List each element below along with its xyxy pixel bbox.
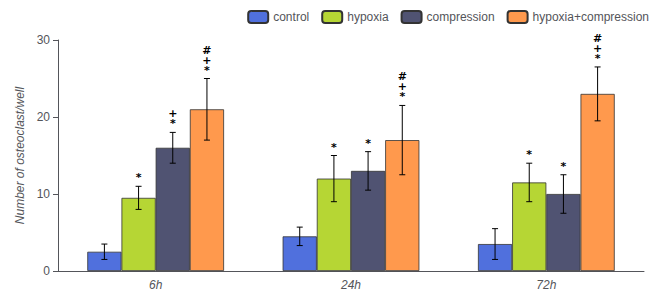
svg-text:#: # [202, 44, 211, 57]
svg-text:0: 0 [43, 264, 50, 278]
svg-text:20: 20 [37, 110, 51, 124]
svg-text:24h: 24h [340, 278, 361, 292]
svg-text:6h: 6h [149, 278, 163, 292]
svg-text:10: 10 [37, 187, 51, 201]
svg-text:*: * [561, 160, 567, 173]
svg-text:control: control [273, 10, 309, 24]
svg-text:72h: 72h [536, 278, 556, 292]
svg-text:*: * [365, 137, 371, 150]
svg-text:hypoxia: hypoxia [347, 10, 389, 24]
svg-text:+: + [168, 107, 177, 120]
svg-text:*: * [526, 148, 532, 161]
svg-text:hypoxia+compression: hypoxia+compression [533, 10, 649, 24]
svg-text:#: # [398, 70, 407, 83]
svg-text:compression: compression [427, 10, 495, 24]
svg-text:*: * [136, 171, 142, 184]
svg-text:Number of osteoclast/well: Number of osteoclast/well [13, 86, 27, 224]
svg-text:#: # [593, 32, 602, 45]
svg-text:*: * [331, 141, 337, 154]
svg-text:30: 30 [37, 33, 51, 47]
